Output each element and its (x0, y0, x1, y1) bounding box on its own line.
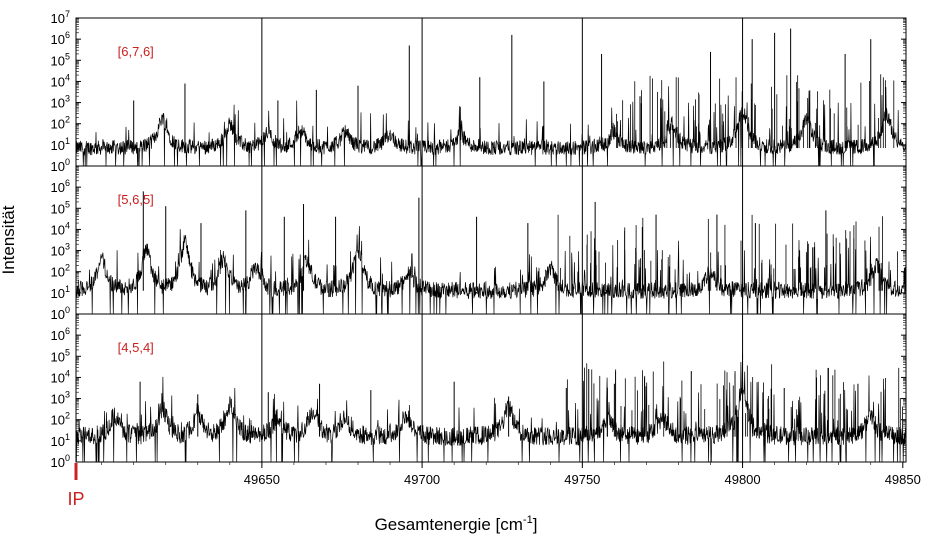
y-tick-label: 100 (51, 157, 70, 174)
y-tick-label: 106 (51, 326, 70, 343)
y-tick-label: 107 (51, 9, 70, 26)
x-axis-ticks: 49650 49700 49750 49800 49850 (101, 462, 921, 487)
x-tick-label: 49650 (244, 472, 280, 487)
y-tick-label: 104 (51, 220, 70, 237)
ip-marker: IP (67, 463, 85, 509)
y-tick-label: 105 (51, 51, 70, 68)
x-tick-label: 49850 (885, 472, 921, 487)
y-tick-label: 105 (51, 347, 70, 364)
y-tick-label: 103 (51, 242, 70, 259)
ip-marker-label: IP (67, 489, 84, 509)
y-tick-label: 103 (51, 94, 70, 111)
spectrum-line-panel-2 (75, 226, 907, 315)
panel-label-2: [5,6,5] (118, 192, 154, 207)
x-tick-label: 49800 (724, 472, 760, 487)
spectrum-line-panel-3 (75, 353, 907, 463)
y-tick-label: 106 (51, 178, 70, 195)
y-tick-label: 105 (51, 199, 70, 216)
y-tick-label: 101 (51, 284, 70, 301)
y-axis-title: Intensität (0, 205, 18, 274)
panel-labels: [6,7,6] [5,6,5] [4,5,4] (118, 44, 154, 355)
y-tick-label: 102 (51, 115, 70, 132)
y-tick-label: 104 (51, 368, 70, 385)
y-tick-label: 100 (51, 305, 70, 322)
y-tick-label: 101 (51, 136, 70, 153)
panel-frames (75, 17, 907, 463)
x-axis-title-main: Gesamtenergie [cm (375, 515, 523, 534)
x-axis-title-sup: -1 (523, 514, 533, 526)
vertical-gridlines (261, 18, 744, 462)
y-axis-ticks: 100 101 102 103 104 105 106 107 100 101 102 103 104 1… (51, 9, 906, 470)
spectra-series (75, 28, 907, 463)
y-tick-label: 106 (51, 30, 70, 47)
y-tick-label: 103 (51, 390, 70, 407)
panel-frame-3 (75, 313, 907, 463)
y-tick-label: 102 (51, 263, 70, 280)
x-axis-title: Gesamtenergie [cm-1] (375, 514, 538, 534)
y-tick-label: 102 (51, 411, 70, 428)
panel-label-1: [6,7,6] (118, 44, 154, 59)
y-tick-label: 100 (51, 453, 70, 470)
y-tick-label: 101 (51, 432, 70, 449)
x-tick-label: 49700 (404, 472, 440, 487)
panel-label-3: [4,5,4] (118, 340, 154, 355)
x-axis-title-close: ] (533, 515, 538, 534)
x-tick-label: 49750 (564, 472, 600, 487)
y-tick-label: 104 (51, 72, 70, 89)
spectrum-line-panel-1 (75, 86, 907, 167)
